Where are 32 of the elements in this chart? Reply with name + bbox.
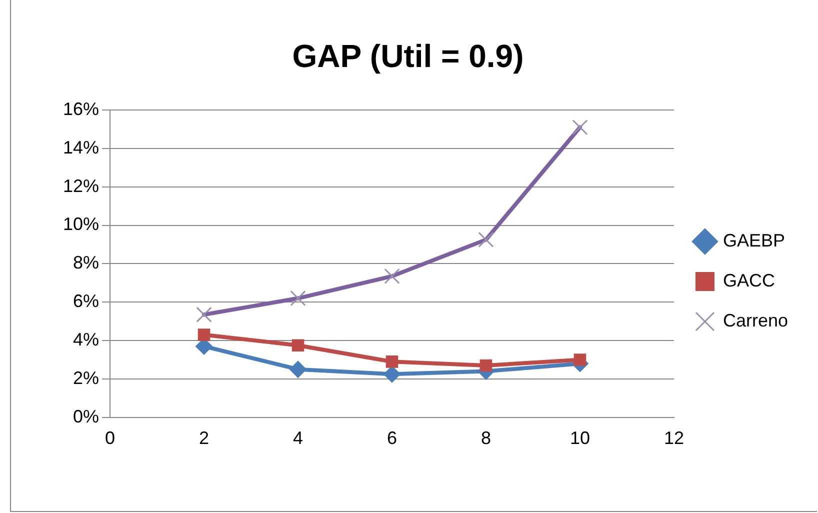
legend-label: GACC (722, 270, 775, 290)
y-tick-label: 16% (62, 98, 100, 119)
chart-title: GAP (Util = 0.9) (291, 38, 525, 75)
y-tick-label: 2% (73, 368, 100, 388)
y-tick-label: 8% (73, 252, 100, 273)
y-tick-label: 6% (73, 291, 100, 312)
x-tick-label: 8 (480, 428, 491, 448)
point (480, 359, 492, 372)
legend-label: GAEBP (722, 230, 785, 250)
point (290, 360, 307, 378)
point (292, 339, 304, 352)
x-tick-label: 12 (664, 428, 684, 448)
point (290, 290, 306, 306)
point (478, 232, 494, 248)
y-tick-label: 12% (62, 176, 100, 196)
point (574, 354, 586, 366)
point (384, 268, 400, 284)
point (386, 356, 398, 368)
point (384, 366, 400, 383)
point (572, 119, 588, 136)
y-tick-label: 10% (62, 214, 100, 234)
point (196, 306, 212, 322)
legend-label: Carreno (722, 310, 788, 330)
y-tick-label: 4% (73, 330, 100, 350)
y-tick-label: 14% (62, 137, 100, 158)
y-tick-label: 0% (73, 406, 100, 426)
x-tick-label: 4 (293, 428, 304, 448)
x-tick-label: 0 (105, 428, 116, 448)
x-tick-label: 10 (570, 428, 590, 448)
point (198, 328, 210, 341)
x-tick-label: 6 (386, 428, 398, 448)
x-tick-label: 2 (199, 428, 210, 448)
